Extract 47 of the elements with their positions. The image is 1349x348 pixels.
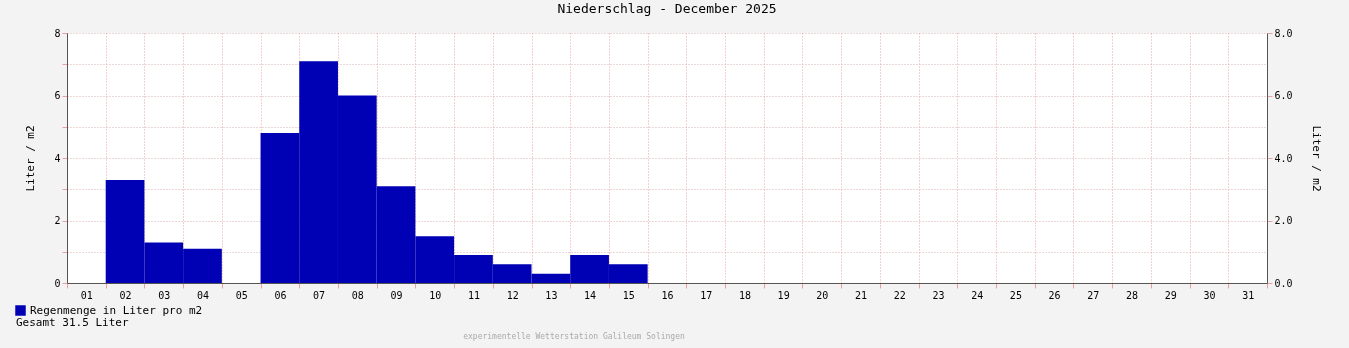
x-tick-label: 26: [1048, 289, 1061, 301]
x-tick-label: 13: [545, 289, 558, 301]
x-tick-label: 05: [235, 289, 248, 301]
legend-label: Regenmenge in Liter pro m2: [30, 303, 203, 317]
y-tick-label: 0: [54, 277, 61, 289]
x-tick-label: 24: [971, 289, 984, 301]
y-tick-label: 2: [54, 215, 61, 226]
x-tick-label: 19: [777, 289, 790, 301]
x-tick-label: 04: [196, 289, 210, 301]
x-tick-label: 21: [855, 289, 868, 301]
text: experimentelle Wetterstation Galileum Solingen: [463, 332, 685, 341]
x-tick-label: 10: [429, 289, 442, 301]
x-tick-label: 31: [1242, 289, 1255, 301]
x-tick-label: 07: [313, 289, 326, 301]
y2-tick-label: 6.0: [1274, 90, 1293, 101]
y2-axis-title: Liter / m2: [1309, 125, 1323, 192]
x-tick-label: 09: [390, 289, 403, 301]
x-tick-label: 01: [80, 289, 93, 301]
x-tick-label: 15: [622, 289, 635, 301]
x-tick-label: 23: [932, 289, 945, 301]
text: Gesamt 31.5 Liter: [16, 316, 129, 329]
y2-tick-label: 4.0: [1274, 152, 1293, 164]
x-tick-label: 25: [1009, 289, 1022, 301]
y-tick-label: 6: [54, 90, 61, 101]
x-tick-label: 11: [467, 289, 480, 301]
chart-title: Niederschlag - December 2025: [557, 1, 777, 16]
x-tick-label: 08: [351, 289, 364, 301]
y2-tick-label: 8.0: [1274, 27, 1293, 39]
y-tick-label: 8: [54, 27, 61, 39]
x-tick-label: 12: [506, 289, 519, 301]
x-tick-label: 16: [661, 289, 674, 301]
x-tick-label: 18: [738, 289, 751, 301]
y2-tick-label: 2.0: [1274, 215, 1293, 226]
x-tick-label: 28: [1125, 289, 1139, 301]
x-tick-label: 29: [1164, 289, 1177, 301]
x-tick-label: 02: [119, 289, 132, 301]
y-axis-title: Liter / m2: [24, 125, 38, 192]
y-tick-label: 4: [54, 152, 61, 164]
x-tick-label: 06: [274, 289, 287, 301]
x-tick-label: 20: [816, 289, 829, 301]
x-tick-label: 14: [584, 289, 597, 301]
x-tick-label: 17: [700, 289, 713, 301]
x-tick-label: 22: [893, 289, 906, 301]
x-tick-label: 27: [1087, 289, 1100, 301]
y2-tick-label: 0.0: [1274, 277, 1293, 289]
x-tick-label: 03: [158, 289, 171, 301]
x-tick-label: 30: [1203, 289, 1216, 301]
